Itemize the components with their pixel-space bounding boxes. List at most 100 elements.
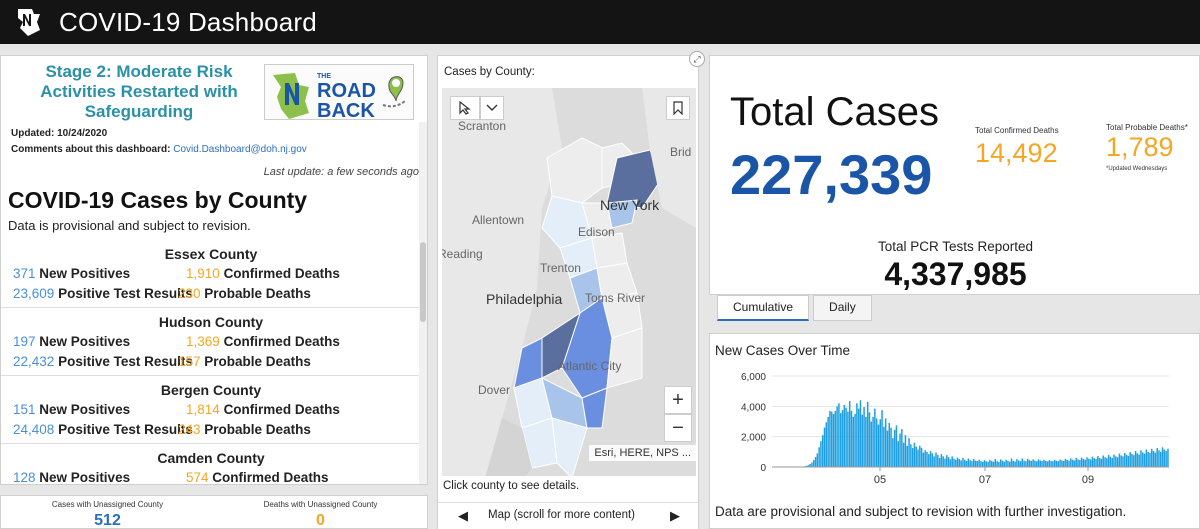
chart-bar[interactable] <box>1140 450 1142 467</box>
chart-bar[interactable] <box>1152 451 1155 467</box>
chart-bar[interactable] <box>866 401 869 467</box>
chart-bar[interactable] <box>1109 456 1112 467</box>
chart-bar[interactable] <box>951 456 953 467</box>
chart-bar[interactable] <box>1151 448 1153 467</box>
county-map[interactable]: Scranton Brid New York Allentown Edison … <box>442 88 696 524</box>
prev-arrow-icon[interactable]: ◀ <box>458 508 468 523</box>
chart-bar[interactable] <box>834 410 837 467</box>
chart-bar[interactable] <box>1070 458 1072 467</box>
chart-bar[interactable] <box>1066 460 1069 467</box>
chart-bar[interactable] <box>827 416 829 467</box>
chart-bar[interactable] <box>982 461 984 467</box>
chart-bar[interactable] <box>1134 451 1137 467</box>
chart-bar[interactable] <box>1154 452 1157 467</box>
chart-bar[interactable] <box>879 419 882 467</box>
chart-bar[interactable] <box>818 447 820 467</box>
chart-bar[interactable] <box>1064 458 1067 467</box>
chart-bar[interactable] <box>1080 457 1083 467</box>
chart-bar[interactable] <box>965 460 968 467</box>
chart-bar[interactable] <box>857 408 860 467</box>
chart-bar[interactable] <box>1019 461 1022 467</box>
scroll-thumb[interactable] <box>420 242 426 322</box>
chart-bar[interactable] <box>823 427 826 467</box>
chart-bar[interactable] <box>1133 455 1135 467</box>
chart-bar[interactable] <box>1041 461 1043 467</box>
county-item-bergen[interactable]: Bergen County 151 New Positives 1,814 Con… <box>1 376 421 444</box>
chart-bar[interactable] <box>814 457 817 467</box>
chart-bar[interactable] <box>926 451 928 467</box>
chart-bar[interactable] <box>969 460 971 467</box>
chart-bar[interactable] <box>1017 460 1020 467</box>
county-item-camden[interactable]: Camden County 128 New Positives 574 Confi… <box>1 444 421 484</box>
chart-bar[interactable] <box>1165 451 1167 467</box>
chart-bar[interactable] <box>933 456 935 467</box>
chart-bar[interactable] <box>1032 459 1034 467</box>
chart-bar[interactable] <box>1136 453 1139 467</box>
chart-bar[interactable] <box>1055 460 1058 467</box>
chart-bar[interactable] <box>1142 452 1144 467</box>
chart-bar[interactable] <box>868 412 871 467</box>
chart-bar[interactable] <box>1037 459 1040 467</box>
chart-bar[interactable] <box>884 418 887 467</box>
chart-bar[interactable] <box>854 413 856 467</box>
chart-bar[interactable] <box>928 454 930 467</box>
chart-bar[interactable] <box>924 450 926 467</box>
chart-bar[interactable] <box>1104 457 1106 467</box>
chart-bar[interactable] <box>958 459 961 467</box>
chart-bar[interactable] <box>974 460 977 467</box>
chart-bar[interactable] <box>1093 458 1095 467</box>
county-atlantic-east[interactable] <box>581 387 608 429</box>
chart-bar[interactable] <box>906 445 908 467</box>
chart-bar[interactable] <box>920 448 923 467</box>
chart-bar[interactable] <box>1111 457 1113 467</box>
chart-bar[interactable] <box>1057 461 1060 467</box>
chart-bar[interactable] <box>1026 458 1029 467</box>
chart-bar[interactable] <box>1131 453 1133 467</box>
chart-bar[interactable] <box>861 414 864 467</box>
chart-bar[interactable] <box>1003 461 1006 467</box>
chart-bar[interactable] <box>1077 459 1079 467</box>
chart-bar[interactable] <box>839 413 842 467</box>
chart-bar[interactable] <box>1014 461 1016 467</box>
chart-bar[interactable] <box>1088 458 1090 467</box>
chart-bar[interactable] <box>832 413 835 467</box>
chart-bar[interactable] <box>960 460 962 467</box>
chart-bar[interactable] <box>944 458 946 467</box>
chart-bar[interactable] <box>949 459 952 467</box>
chart-bar[interactable] <box>1039 460 1042 467</box>
chart-bar[interactable] <box>917 449 919 467</box>
chart-bar[interactable] <box>1062 460 1065 467</box>
chart-bar[interactable] <box>1125 454 1128 467</box>
chart-bar[interactable] <box>872 416 874 467</box>
chart-bar[interactable] <box>1091 456 1094 467</box>
chart-bar[interactable] <box>838 403 840 467</box>
chart-bar[interactable] <box>1012 460 1015 467</box>
chart-bar[interactable] <box>911 448 914 467</box>
chart-bar[interactable] <box>1075 457 1077 467</box>
chart-bar[interactable] <box>899 433 901 467</box>
chart-bar[interactable] <box>931 453 934 467</box>
chart-bar[interactable] <box>1071 459 1074 467</box>
nj-county-map[interactable]: Scranton Brid New York Allentown Edison … <box>442 88 696 524</box>
chart-bar[interactable] <box>1147 451 1149 467</box>
chart-bar[interactable] <box>1127 455 1130 467</box>
chart-bar[interactable] <box>852 416 855 467</box>
chart-bar[interactable] <box>897 441 899 467</box>
chart-bar[interactable] <box>971 461 973 467</box>
chart-bar[interactable] <box>1138 454 1140 467</box>
chart-bar[interactable] <box>1158 450 1160 467</box>
chart-bar[interactable] <box>946 455 948 467</box>
chart-bar[interactable] <box>942 456 944 467</box>
chart-bar[interactable] <box>811 462 813 467</box>
county-essex[interactable] <box>606 199 638 229</box>
chart-bar[interactable] <box>994 459 997 467</box>
chart-bar[interactable] <box>980 461 982 467</box>
chart-bar[interactable] <box>856 403 858 467</box>
chart-bar[interactable] <box>820 441 822 467</box>
new-cases-chart[interactable]: 0 2,000 4,000 6,000 05 07 09 <box>710 364 1199 494</box>
chart-bar[interactable] <box>845 407 847 467</box>
chart-bar[interactable] <box>1059 459 1061 467</box>
county-list[interactable]: Essex County 371 New Positives 1,910 Conf… <box>1 240 421 484</box>
chart-bar[interactable] <box>1025 461 1027 467</box>
chart-bar[interactable] <box>1156 448 1158 467</box>
